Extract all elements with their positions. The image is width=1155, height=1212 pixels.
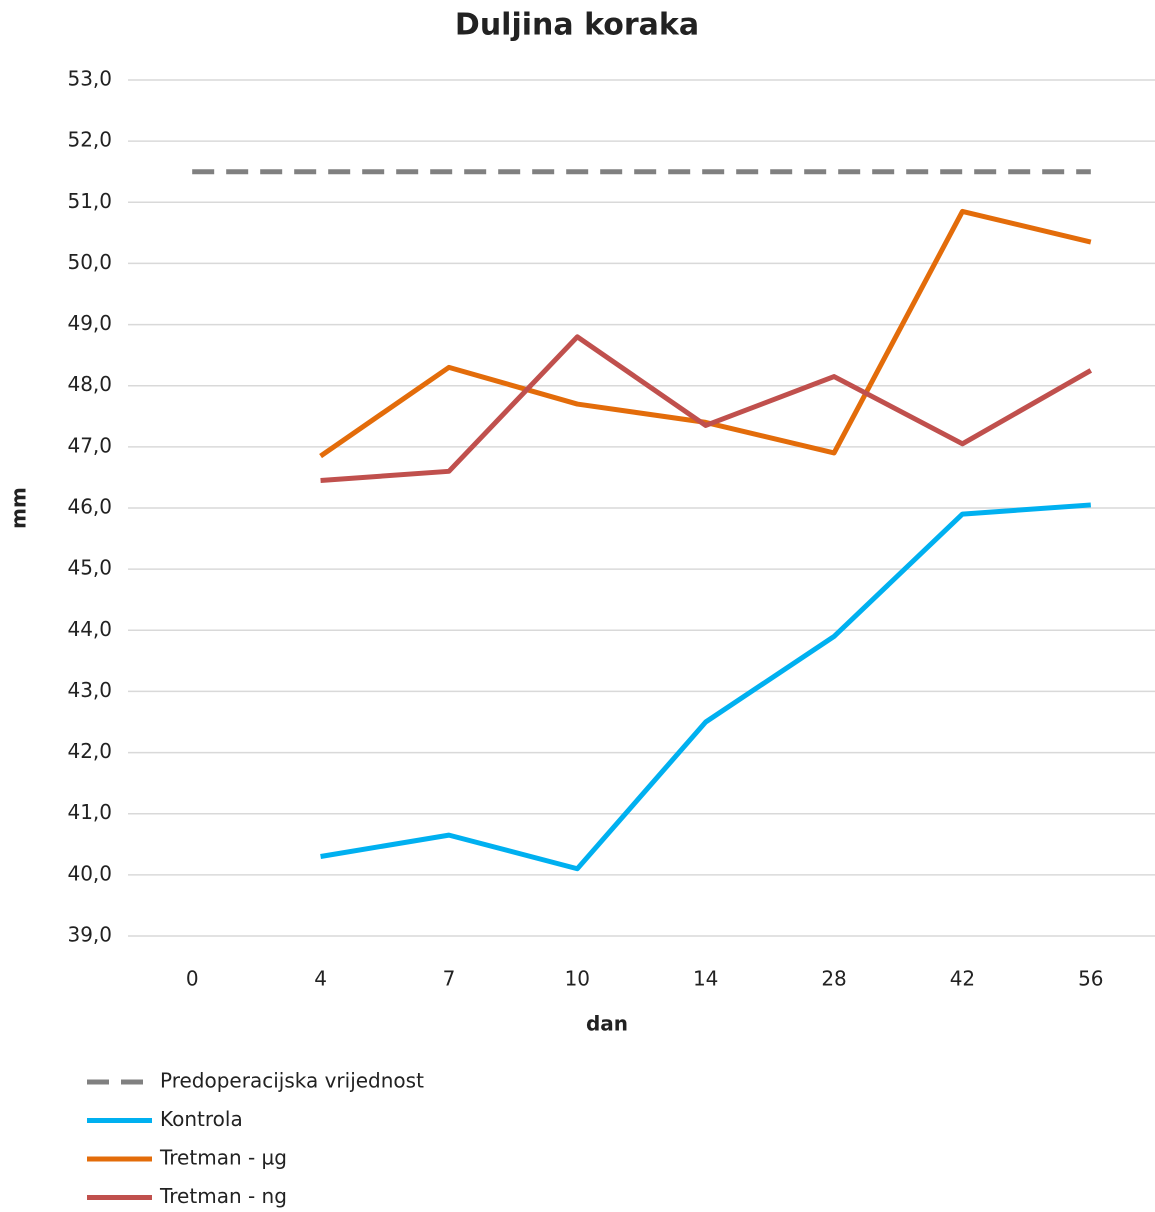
y-tick-label: 52,0 — [67, 128, 112, 152]
x-tick-label: 42 — [950, 967, 975, 991]
y-axis-title: mm — [7, 487, 31, 529]
y-tick-label: 43,0 — [67, 678, 112, 702]
y-tick-label: 48,0 — [67, 372, 112, 396]
y-tick-label: 53,0 — [67, 67, 112, 91]
chart-title: Duljina koraka — [455, 8, 699, 43]
series-line — [319, 208, 1092, 459]
y-tick-label: 50,0 — [67, 250, 112, 274]
series-line — [320, 502, 1091, 872]
series-line — [320, 334, 1093, 483]
x-tick-label: 56 — [1078, 967, 1103, 991]
legend-label: Tretman - ng — [159, 1184, 287, 1208]
y-tick-label: 40,0 — [67, 861, 112, 885]
x-tick-label: 7 — [443, 967, 456, 991]
x-tick-label: 4 — [314, 967, 327, 991]
x-tick-label: 10 — [565, 967, 590, 991]
y-tick-label: 47,0 — [67, 433, 112, 457]
legend-label: Kontrola — [160, 1107, 243, 1131]
y-tick-label: 46,0 — [67, 495, 112, 519]
y-tick-label: 45,0 — [67, 556, 112, 580]
legend-label: Predoperacijska vrijednost — [160, 1069, 424, 1093]
y-tick-label: 41,0 — [67, 800, 112, 824]
x-axis-title: dan — [586, 1012, 628, 1036]
y-tick-label: 49,0 — [67, 311, 112, 335]
legend-label: Tretman - µg — [159, 1146, 287, 1170]
y-tick-label: 39,0 — [67, 923, 112, 947]
x-tick-label: 14 — [693, 967, 718, 991]
y-tick-label: 44,0 — [67, 617, 112, 641]
y-tick-label: 42,0 — [67, 739, 112, 763]
x-tick-label: 0 — [186, 967, 199, 991]
y-tick-label: 51,0 — [67, 189, 112, 213]
x-tick-label: 28 — [821, 967, 846, 991]
